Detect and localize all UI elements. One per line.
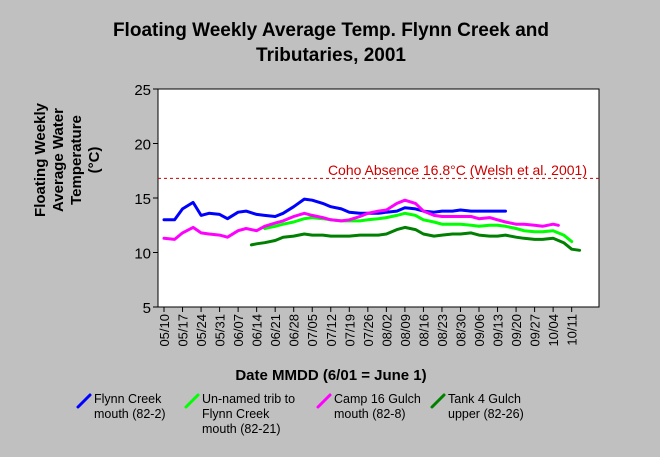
x-tick-label: 09/13 (491, 314, 506, 347)
x-axis-title: Date MMDD (6/01 = June 1) (235, 367, 426, 384)
x-axis: 05/10 05/17 05/24 05/31 06/07 06/14 06/21 06/28… (157, 307, 580, 347)
y-axis-title-line-4: (°C) (86, 147, 103, 174)
legend-label-line: upper (82-26) (448, 407, 524, 421)
x-tick-label: 06/28 (287, 314, 302, 347)
x-tick-label: 07/26 (361, 314, 376, 347)
x-tick-label: 09/20 (509, 314, 524, 347)
x-tick-label: 09/27 (528, 314, 543, 347)
plot-area (157, 88, 600, 308)
legend-swatch-3 (316, 393, 332, 409)
x-tick-label: 08/09 (398, 314, 413, 347)
x-tick-label: 06/14 (250, 314, 265, 347)
y-tick-label: 25 (134, 82, 151, 99)
series-line-3 (162, 198, 560, 241)
series-line-1 (162, 197, 507, 222)
y-tick-label: 5 (143, 300, 151, 317)
x-tick-label: 07/19 (342, 314, 357, 347)
legend-label-line: mouth (82-21) (202, 422, 281, 436)
x-tick-label: 07/05 (305, 314, 320, 347)
x-tick-label: 06/21 (268, 314, 283, 347)
chart-title-line-2: Tributaries, 2001 (256, 45, 406, 66)
legend-label-line: mouth (82-8) (334, 407, 406, 421)
y-axis-title-line-1: Floating Weekly (32, 102, 49, 217)
series-line-4 (249, 225, 582, 252)
x-tick-label: 09/06 (472, 314, 487, 347)
x-tick-label: 10/04 (546, 314, 561, 347)
legend-label-line: Flynn Creek (94, 392, 162, 406)
y-axis-title: Floating Weekly Average Water Temperatur… (32, 102, 103, 217)
x-tick-label: 06/07 (231, 314, 246, 347)
legend-swatch-2 (184, 393, 200, 409)
x-tick-label: 08/23 (435, 314, 450, 347)
x-tick-label: 10/11 (565, 314, 580, 346)
y-axis-title-line-3: Temperature (68, 115, 85, 205)
chart-title-line-1: Floating Weekly Average Temp. Flynn Cree… (113, 20, 549, 41)
x-tick-label: 08/16 (416, 314, 431, 347)
reference-line-label: Coho Absence 16.8°C (Welsh et al. 2001) (328, 162, 587, 178)
y-tick-label: 20 (134, 137, 151, 154)
legend-label-1: Flynn Creek mouth (82-2) (94, 392, 166, 421)
series-lines (162, 197, 582, 252)
legend-label-4: Tank 4 Gulch upper (82-26) (448, 392, 524, 421)
x-tick-label: 08/02 (379, 314, 394, 347)
y-tick-label: 15 (134, 191, 151, 208)
x-tick-label: 08/30 (453, 314, 468, 347)
x-tick-label: 07/12 (324, 314, 339, 347)
legend-label-line: Flynn Creek (202, 407, 270, 421)
legend-swatch-4 (430, 393, 446, 409)
y-tick-label: 10 (134, 246, 151, 263)
x-tick-label: 05/17 (176, 314, 191, 347)
y-axis: 5 10 15 20 25 (134, 82, 158, 317)
legend-label-line: mouth (82-2) (94, 407, 166, 421)
legend-label-line: Un-named trib to (202, 392, 295, 406)
x-tick-label: 05/31 (213, 314, 228, 347)
legend-label-2: Un-named trib to Flynn Creek mouth (82-21) (202, 392, 295, 436)
x-tick-label: 05/10 (157, 314, 172, 347)
legend-label-3: Camp 16 Gulch mouth (82-8) (334, 392, 421, 421)
legend-label-line: Tank 4 Gulch (448, 392, 521, 406)
x-tick-label: 05/24 (194, 314, 209, 347)
legend-swatch-1 (76, 393, 92, 409)
y-axis-title-line-2: Average Water (50, 108, 67, 212)
legend-label-line: Camp 16 Gulch (334, 392, 421, 406)
series-line-2 (263, 211, 574, 244)
legend: Flynn Creek mouth (82-2)Un-named trib to F… (76, 392, 524, 436)
